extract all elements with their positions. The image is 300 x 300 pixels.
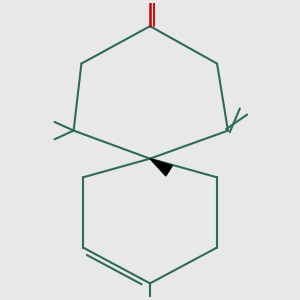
Polygon shape — [150, 159, 172, 176]
